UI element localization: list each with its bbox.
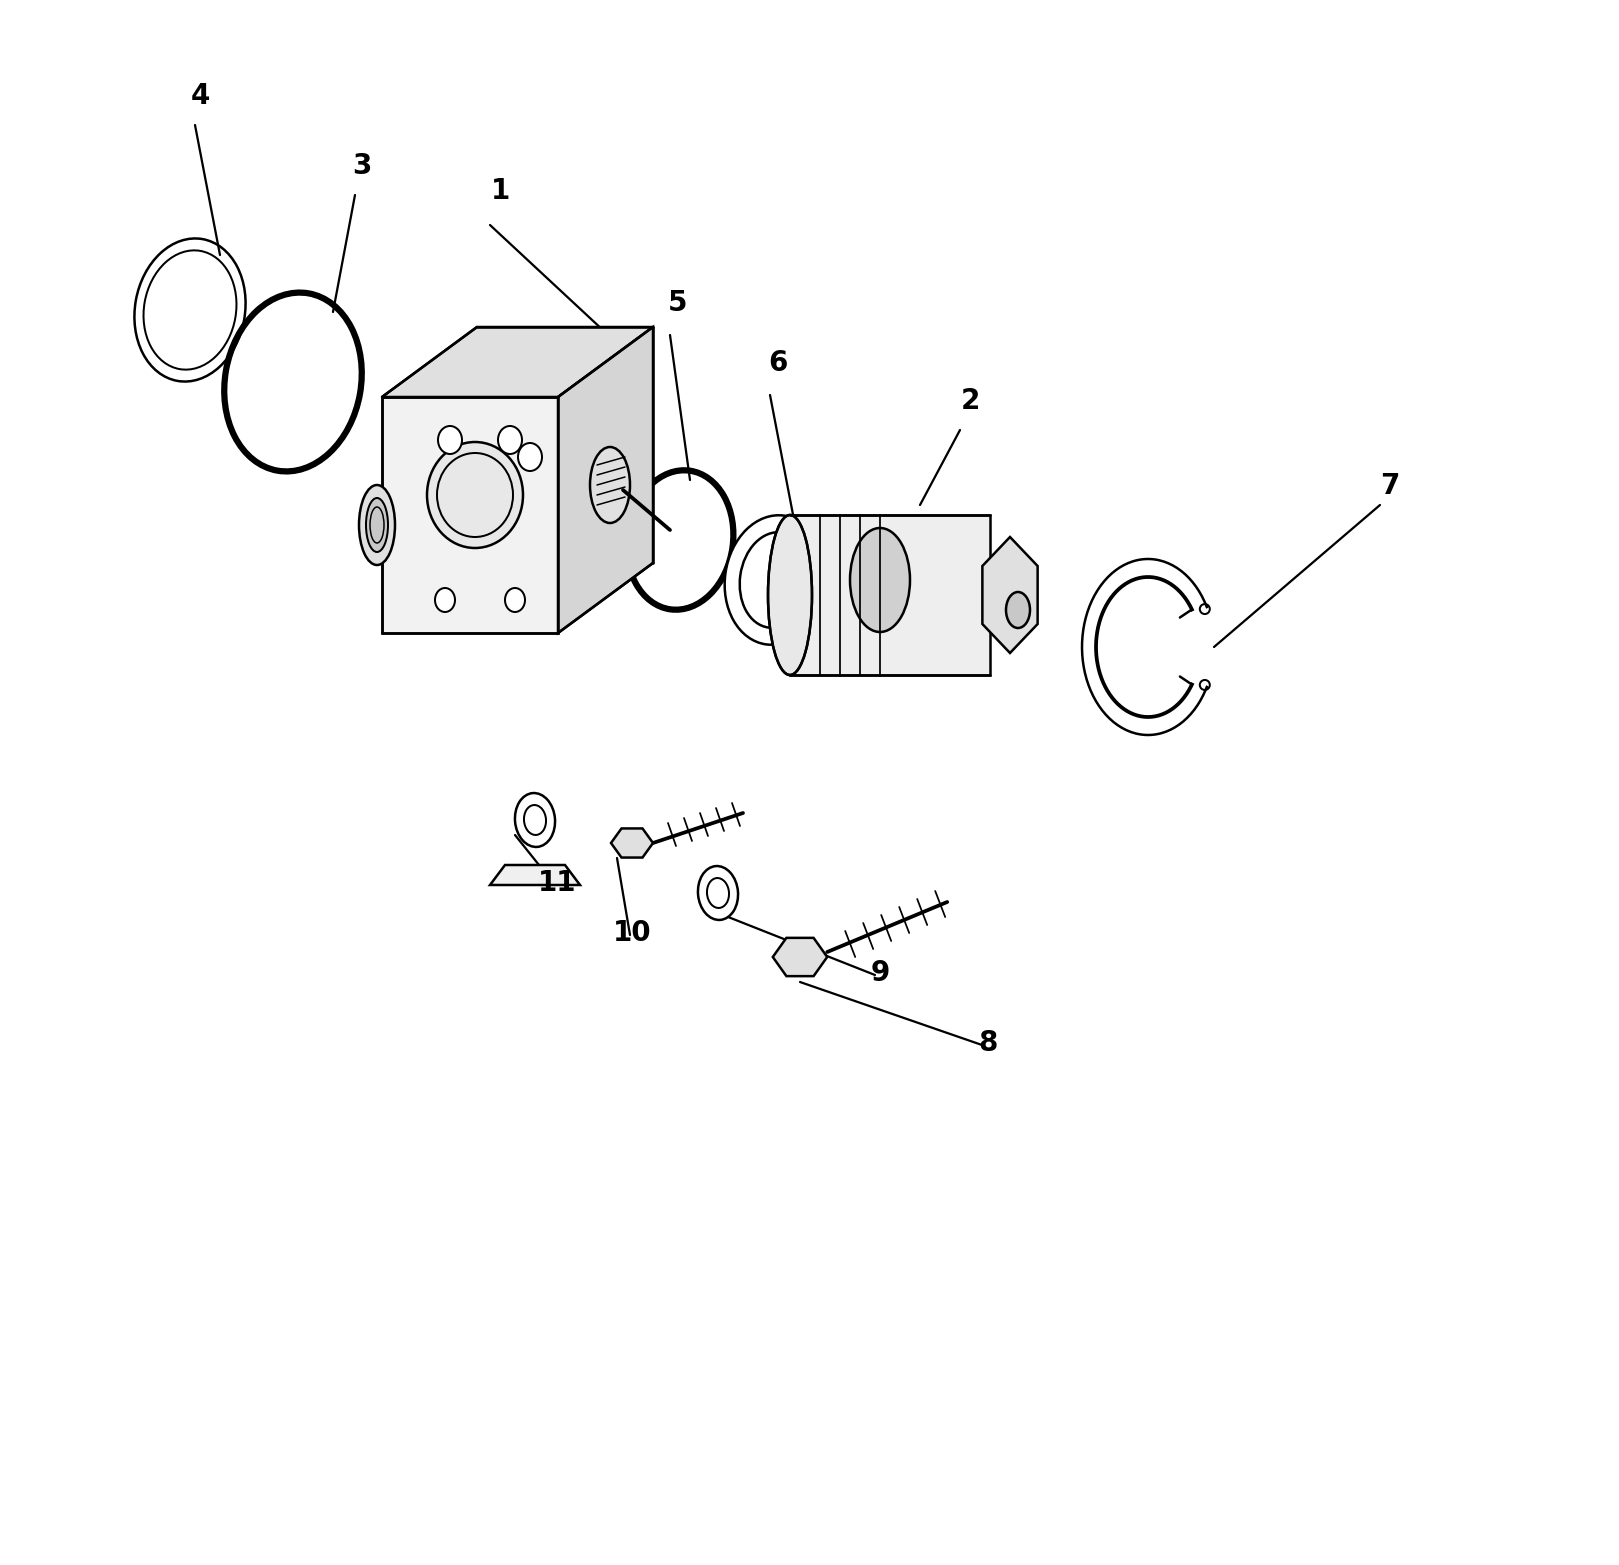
Ellipse shape <box>515 793 555 847</box>
Text: 8: 8 <box>978 1030 997 1056</box>
Ellipse shape <box>589 448 630 523</box>
Ellipse shape <box>436 588 455 612</box>
Ellipse shape <box>740 532 810 628</box>
Polygon shape <box>559 327 652 632</box>
Ellipse shape <box>359 485 395 565</box>
Text: 10: 10 <box>612 919 651 947</box>
Polygon shape <box>772 937 827 977</box>
Text: 7: 7 <box>1381 473 1400 499</box>
Ellipse shape <box>439 426 461 454</box>
Ellipse shape <box>525 804 546 836</box>
Ellipse shape <box>725 515 826 645</box>
Ellipse shape <box>767 515 813 675</box>
Text: 3: 3 <box>353 152 372 180</box>
Ellipse shape <box>698 865 738 920</box>
Text: 1: 1 <box>491 177 510 205</box>
Polygon shape <box>790 515 989 675</box>
Text: 9: 9 <box>871 959 889 988</box>
Ellipse shape <box>427 441 523 548</box>
Text: 6: 6 <box>769 349 788 377</box>
Text: 5: 5 <box>669 290 688 318</box>
Polygon shape <box>491 865 580 884</box>
Text: 2: 2 <box>960 387 979 415</box>
Ellipse shape <box>518 443 542 471</box>
Polygon shape <box>983 537 1038 653</box>
Ellipse shape <box>505 588 525 612</box>
Text: 11: 11 <box>538 869 576 897</box>
Text: 4: 4 <box>191 81 210 110</box>
Ellipse shape <box>366 498 389 552</box>
Ellipse shape <box>1005 592 1030 628</box>
Ellipse shape <box>499 426 521 454</box>
Ellipse shape <box>708 878 729 908</box>
Polygon shape <box>610 828 652 858</box>
Ellipse shape <box>850 527 910 632</box>
Polygon shape <box>382 398 559 632</box>
Polygon shape <box>382 327 652 398</box>
